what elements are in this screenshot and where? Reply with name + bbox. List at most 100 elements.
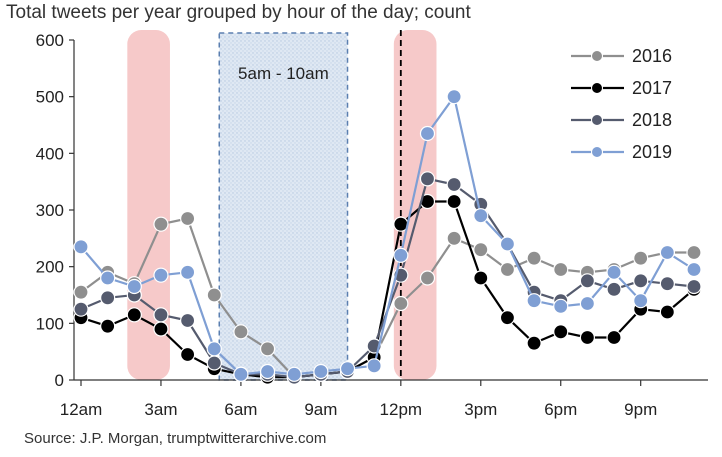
y-tick-label: 400 <box>36 144 64 163</box>
data-point-2018 <box>153 307 169 323</box>
data-point-2017 <box>473 270 489 286</box>
data-point-2016 <box>446 230 462 246</box>
data-point-2017 <box>180 346 196 363</box>
legend-label: 2019 <box>632 142 672 162</box>
data-point-2018 <box>73 301 89 317</box>
series-line-2016 <box>80 217 694 379</box>
data-point-2017 <box>526 335 542 351</box>
series-line-2018 <box>80 177 695 379</box>
data-point-2019 <box>206 341 222 357</box>
legend-item-2019: 2019 <box>571 142 672 162</box>
x-tick-label: 3pm <box>464 400 497 419</box>
legend-item-2016: 2016 <box>571 46 672 66</box>
data-point-2017 <box>499 310 516 326</box>
x-tick-label: 12am <box>60 400 103 419</box>
data-point-2016 <box>473 242 489 258</box>
data-point-2019 <box>153 267 169 283</box>
data-point-2018 <box>180 312 196 329</box>
data-point-2016 <box>393 295 409 312</box>
data-point-2019 <box>499 236 516 252</box>
data-point-2016 <box>526 250 542 266</box>
y-tick-label: 200 <box>36 258 64 277</box>
data-point-2019 <box>553 298 569 314</box>
data-point-2019 <box>259 363 276 380</box>
data-point-2018 <box>606 281 622 297</box>
data-point-2016 <box>419 270 436 286</box>
x-tick-label: 3am <box>144 400 177 419</box>
data-point-2018 <box>579 273 595 289</box>
data-point-2019 <box>286 366 302 382</box>
legend-item-2017: 2017 <box>571 78 672 98</box>
chart-title: Total tweets per year grouped by hour of… <box>6 2 471 23</box>
data-point-2016 <box>553 261 569 278</box>
data-point-2016 <box>259 341 276 357</box>
data-point-2017 <box>446 193 462 210</box>
legend-item-2018: 2018 <box>571 110 672 130</box>
data-point-2016 <box>180 210 196 227</box>
x-tick-label: 9pm <box>624 400 657 419</box>
data-point-2016 <box>633 250 649 266</box>
data-point-2017 <box>553 324 569 340</box>
data-point-2018 <box>686 278 702 295</box>
data-point-2018 <box>419 171 436 187</box>
data-point-2016 <box>499 261 516 278</box>
legend-label: 2017 <box>632 78 672 98</box>
y-tick-label: 300 <box>36 201 64 220</box>
legend-swatch-marker <box>591 82 603 94</box>
data-point-2016 <box>153 216 169 232</box>
source-note: Source: J.P. Morgan, trumptwitterarchive… <box>24 430 327 447</box>
data-point-2019 <box>579 295 595 312</box>
data-point-2018 <box>659 276 675 292</box>
data-point-2018 <box>446 176 462 193</box>
data-point-2019 <box>606 264 622 280</box>
data-point-2017 <box>579 329 595 346</box>
data-point-2017 <box>659 304 675 320</box>
highlight-label: 5am - 10am <box>238 64 329 83</box>
data-point-2019 <box>633 293 649 309</box>
x-tick-label: 6am <box>224 400 257 419</box>
data-point-2017 <box>100 318 116 334</box>
legend-swatch-marker <box>591 50 603 62</box>
x-tick-label: 12pm <box>380 400 423 419</box>
data-point-2019 <box>526 293 542 309</box>
y-tick-label: 500 <box>36 88 64 107</box>
data-point-2016 <box>233 324 249 340</box>
legend-swatch-marker <box>591 146 603 158</box>
data-point-2018 <box>633 273 649 289</box>
highlight-band-red <box>393 30 437 380</box>
legend-swatch-marker <box>591 114 603 126</box>
data-point-2019 <box>313 363 329 380</box>
data-point-2016 <box>686 244 702 261</box>
data-point-2017 <box>153 321 169 337</box>
y-tick-label: 0 <box>55 371 64 390</box>
data-point-2019 <box>473 208 489 224</box>
data-point-2019 <box>126 278 142 295</box>
data-point-2019 <box>393 247 409 263</box>
data-point-2019 <box>419 125 436 142</box>
data-point-2018 <box>100 290 116 306</box>
data-point-2019 <box>659 244 675 261</box>
series-2019 <box>73 89 702 382</box>
x-tick-label: 9am <box>304 400 337 419</box>
data-point-2016 <box>73 284 89 300</box>
data-point-2018 <box>206 355 222 371</box>
highlight-box-5am-10am <box>218 32 349 381</box>
data-point-2017 <box>126 307 142 323</box>
data-point-2019 <box>686 261 702 278</box>
series-line-2017 <box>80 200 695 379</box>
data-point-2019 <box>446 89 462 105</box>
data-point-2019 <box>100 270 116 286</box>
data-point-2019 <box>366 358 382 374</box>
x-tick-label: 6pm <box>544 400 577 419</box>
data-point-2019 <box>180 264 196 280</box>
y-tick-label: 600 <box>36 31 64 50</box>
data-point-2016 <box>206 287 222 303</box>
legend-label: 2016 <box>632 46 672 66</box>
legend-label: 2018 <box>632 110 672 130</box>
data-point-2019 <box>233 366 249 382</box>
data-point-2019 <box>339 361 356 377</box>
y-tick-label: 100 <box>36 314 64 333</box>
data-point-2019 <box>73 239 89 255</box>
data-point-2017 <box>606 329 622 346</box>
